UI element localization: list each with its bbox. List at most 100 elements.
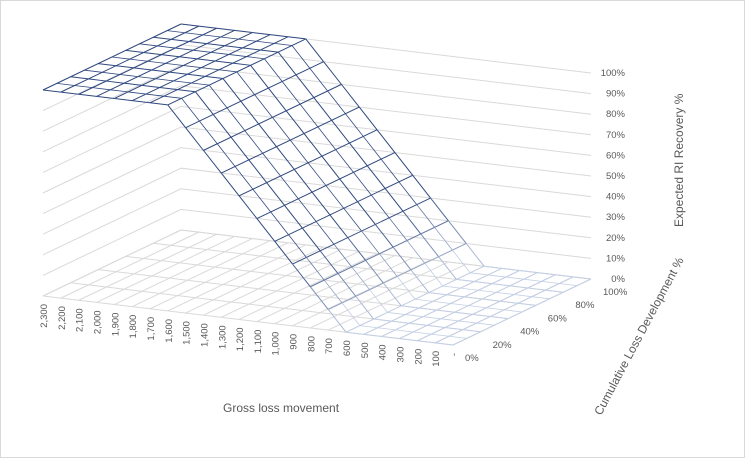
surface-line [175, 47, 194, 51]
surface-line [371, 194, 390, 219]
surface-line [419, 307, 437, 311]
surface-line [377, 327, 396, 331]
surface-line [513, 294, 532, 298]
surface-line [161, 54, 180, 58]
surface-line [171, 38, 190, 42]
surface-line [345, 331, 364, 335]
surface-line [396, 276, 416, 300]
surface-line [96, 95, 115, 100]
surface-line [165, 62, 184, 66]
floor-gridline [292, 259, 431, 327]
surface-line [448, 335, 467, 339]
surface-line [545, 289, 564, 293]
surface-line [345, 113, 364, 137]
surface-line [414, 298, 433, 302]
surface-line [295, 74, 315, 98]
surface-line [440, 318, 459, 322]
surface-line [395, 329, 414, 333]
surface-line [394, 152, 414, 176]
surface-line [413, 331, 432, 335]
surface-line [442, 285, 461, 289]
x-tick-label: 2,200 [57, 306, 68, 330]
z-tick-label: 90% [606, 89, 626, 100]
x-tick-label: 1,700 [146, 317, 157, 341]
surface-line [141, 84, 160, 88]
surface-line [285, 110, 305, 134]
surface-line [341, 302, 361, 326]
surface-line [307, 162, 327, 186]
surface-line [234, 166, 254, 190]
wall-gridline [42, 105, 592, 173]
surface-line [220, 36, 239, 40]
surface-line [292, 263, 311, 288]
surface-line [309, 67, 328, 92]
surface-line [555, 274, 574, 278]
surface-line [201, 67, 220, 71]
surface-line [301, 227, 321, 252]
z-tick-label: 70% [606, 130, 626, 141]
x-tick-label: 400 [378, 344, 389, 360]
surface-line [358, 106, 378, 131]
z-tick-label: 0% [611, 274, 625, 285]
surface-line [133, 67, 152, 71]
surface-line [232, 62, 251, 66]
surface-line [383, 282, 402, 307]
x-tick-label: 1,800 [128, 315, 139, 339]
surface-line [380, 158, 400, 183]
z-tick-label: 60% [606, 150, 626, 161]
z-tick-label: 100% [601, 68, 626, 79]
surface-line [359, 325, 378, 329]
surface-line [409, 322, 428, 326]
surface-line [357, 201, 376, 225]
surface-line [159, 86, 178, 91]
x-tick-label: 1,300 [217, 325, 228, 349]
surface-line [92, 87, 111, 91]
surface-line [246, 56, 265, 60]
surface-line [78, 93, 97, 97]
surface-line [238, 38, 257, 42]
surface-line [410, 269, 430, 293]
surface-line [179, 56, 198, 60]
x-tick-label: 100 [431, 351, 442, 367]
surface-line [84, 69, 103, 73]
surface-line [151, 69, 170, 73]
surface-line [218, 69, 237, 73]
x-tick-label: 500 [360, 342, 371, 358]
surface-line [327, 90, 346, 114]
surface-line [120, 74, 138, 77]
surface-line [351, 266, 370, 290]
surface-line [270, 211, 289, 235]
surface-line [98, 63, 117, 67]
surface-line [430, 197, 449, 222]
surface-line [106, 80, 125, 84]
surface-line [177, 89, 196, 93]
surface-line [436, 309, 455, 313]
surface-line [262, 153, 281, 177]
surface-line [313, 97, 333, 121]
x-tick-label: 2,000 [92, 310, 103, 334]
surface-line [323, 279, 343, 304]
surface-line [573, 276, 592, 280]
surface-line [347, 237, 366, 261]
surface-line [391, 320, 410, 324]
surface-line [272, 117, 291, 141]
surface-line [381, 335, 400, 340]
z-tick-label: 40% [606, 192, 626, 203]
surface-line [197, 58, 215, 62]
y-tick-label: 40% [520, 327, 540, 338]
surface-line [315, 221, 335, 245]
surface-line [191, 82, 210, 86]
y-tick-label: 100% [603, 287, 628, 298]
floor-gridline [256, 255, 396, 323]
surface-line [125, 49, 144, 54]
surface-line [234, 29, 253, 34]
surface-line [157, 45, 176, 49]
surface-line [303, 133, 323, 157]
floor-gridline [131, 240, 271, 308]
surface-line [398, 181, 418, 205]
surface-line [153, 36, 172, 40]
surface-line [362, 136, 382, 160]
floor-gridline [310, 261, 449, 329]
